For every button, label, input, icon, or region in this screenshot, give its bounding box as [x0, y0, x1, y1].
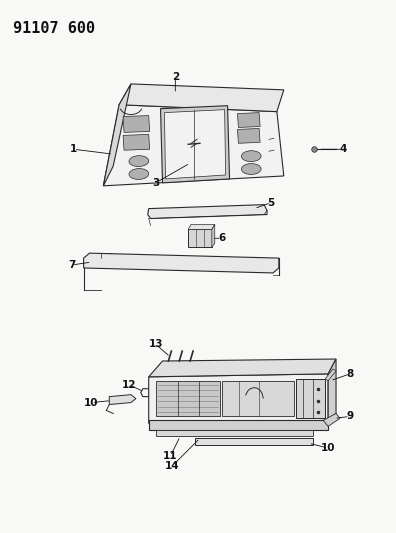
Polygon shape — [109, 394, 136, 405]
Text: 11: 11 — [163, 451, 178, 461]
Ellipse shape — [129, 168, 148, 180]
Text: 14: 14 — [165, 461, 180, 471]
Text: 9: 9 — [346, 411, 353, 422]
Polygon shape — [295, 379, 325, 418]
Ellipse shape — [129, 156, 148, 166]
Ellipse shape — [242, 164, 261, 174]
Polygon shape — [156, 430, 313, 436]
Polygon shape — [164, 110, 226, 179]
Text: 10: 10 — [84, 398, 99, 408]
Text: 5: 5 — [267, 198, 274, 208]
Text: 3: 3 — [152, 178, 159, 188]
Polygon shape — [212, 224, 215, 247]
Text: 13: 13 — [148, 339, 163, 349]
Polygon shape — [238, 128, 260, 143]
Polygon shape — [123, 116, 150, 132]
Polygon shape — [149, 374, 328, 423]
Polygon shape — [119, 84, 284, 111]
FancyBboxPatch shape — [188, 229, 212, 247]
Text: 2: 2 — [172, 72, 179, 82]
Polygon shape — [103, 84, 131, 186]
Polygon shape — [323, 414, 340, 426]
Polygon shape — [188, 224, 215, 229]
Polygon shape — [328, 359, 336, 421]
Polygon shape — [103, 104, 284, 186]
Ellipse shape — [242, 151, 261, 161]
Text: 6: 6 — [218, 233, 225, 243]
Text: 4: 4 — [339, 144, 346, 154]
Text: 7: 7 — [68, 260, 76, 270]
Text: 10: 10 — [321, 443, 335, 453]
Polygon shape — [148, 205, 267, 219]
Text: 1: 1 — [70, 144, 77, 154]
Text: 12: 12 — [122, 379, 136, 390]
Polygon shape — [222, 381, 294, 416]
Text: 91107 600: 91107 600 — [13, 21, 95, 36]
Polygon shape — [238, 112, 260, 127]
Polygon shape — [325, 369, 336, 381]
Polygon shape — [160, 106, 230, 183]
Polygon shape — [123, 134, 150, 150]
Polygon shape — [84, 253, 279, 273]
Text: 8: 8 — [346, 369, 354, 379]
Polygon shape — [156, 381, 220, 416]
Polygon shape — [149, 421, 328, 430]
Polygon shape — [149, 359, 336, 377]
Polygon shape — [195, 438, 313, 445]
